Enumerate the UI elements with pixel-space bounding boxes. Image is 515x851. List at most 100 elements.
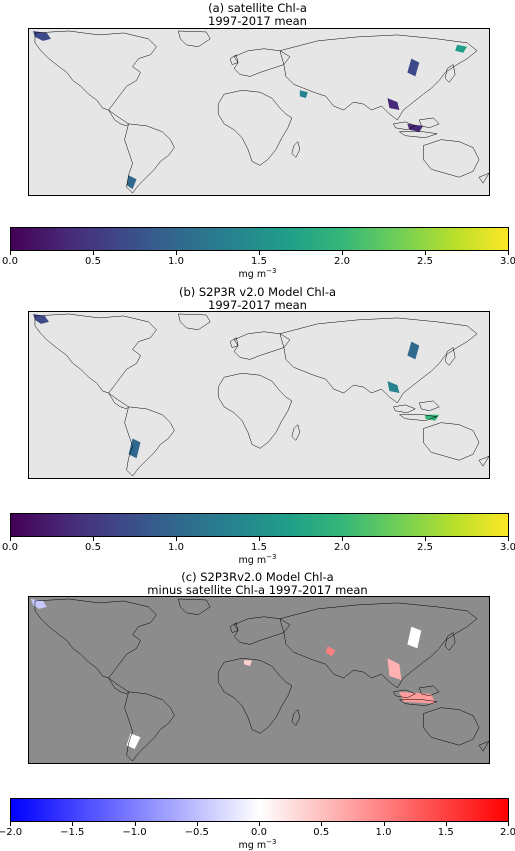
coastline (279, 317, 478, 404)
chl-data-patch (407, 58, 420, 77)
colorbar-tick-label: 2.5 (417, 542, 433, 553)
panel-a-colorbar-unit: mg m−3 (238, 267, 277, 281)
colorbar-tick (508, 822, 509, 826)
panel-c-colorbar (10, 798, 509, 822)
colorbar-tick-label: −0.5 (184, 827, 209, 838)
world-map (29, 597, 489, 763)
chl-data-patch (244, 660, 253, 667)
coastline (124, 123, 175, 194)
chl-data-patch (299, 90, 308, 99)
chl-data-patch (387, 381, 400, 394)
coastline (418, 685, 440, 697)
colorbar-tick-label: −1.5 (60, 827, 85, 838)
colorbar-tick (10, 822, 11, 826)
chl-data-patch (325, 646, 336, 657)
coastline (393, 404, 416, 414)
panel-b-colorbar (10, 513, 509, 537)
chl-data-patch (407, 123, 424, 132)
coastline (478, 172, 489, 184)
colorbar-tick-label: 1.0 (168, 542, 184, 553)
panel-a-map (28, 28, 490, 196)
coastline (217, 658, 293, 734)
colorbar-tick (196, 822, 198, 826)
colorbar-tick-label: 2.5 (417, 256, 433, 267)
coastline (178, 313, 211, 331)
coastline (478, 455, 489, 467)
chl-data-patch (407, 626, 422, 649)
coastline (393, 121, 416, 131)
panel-b-title: (b) S2P3R v2.0 Model Chl-a 1997-2017 mea… (178, 285, 337, 312)
colorbar-tick (321, 822, 323, 826)
coastline (108, 677, 129, 695)
colorbar-tick-label: 1.5 (251, 256, 267, 267)
coastline (423, 707, 480, 746)
coastline (444, 64, 456, 83)
colorbar-tick-label: −2.0 (0, 827, 23, 838)
coastline (233, 616, 291, 645)
colorbar-tick (176, 251, 177, 255)
colorbar-tick-label: 1.0 (375, 827, 392, 838)
panel-b-colorbar-unit: mg m−3 (238, 553, 277, 567)
colorbar-tick (72, 822, 74, 826)
colorbar-tick-label: 1.5 (251, 542, 267, 553)
coastline (34, 30, 157, 111)
chl-data-patch (32, 30, 51, 41)
coastline (398, 699, 438, 706)
colorbar-tick-label: 0.5 (85, 542, 101, 553)
colorbar-tick (93, 251, 94, 255)
coastline (418, 117, 440, 129)
panel-c-map (28, 596, 490, 764)
chl-data-patch (455, 44, 468, 53)
coastline (291, 424, 301, 441)
panel-a-colorbar (10, 227, 509, 251)
coastline (34, 313, 157, 394)
colorbar-tick (508, 537, 509, 541)
panel-b-colorbar-ticks: 0.0 0.5 1.0 1.5 2.0 2.5 3.0 (2, 537, 515, 561)
chl-data-patch (32, 313, 49, 324)
coastline (124, 691, 175, 762)
coastline (229, 337, 239, 348)
colorbar-tick (425, 251, 426, 255)
coastline (124, 406, 175, 477)
colorbar-tick-label: 0.0 (2, 256, 18, 267)
colorbar-tick-label: 3.0 (500, 542, 515, 553)
colorbar-tick-label: 1.0 (168, 256, 184, 267)
world-map (29, 312, 489, 478)
colorbar-tick (508, 251, 509, 255)
coastline (398, 131, 438, 138)
chl-data-patch (425, 414, 440, 421)
coastline (229, 622, 239, 633)
colorbar-tick (425, 537, 426, 541)
ocean-background (29, 312, 489, 478)
coastline (178, 30, 211, 48)
colorbar-tick (259, 537, 260, 541)
colorbar-tick (259, 251, 260, 255)
coastline (279, 34, 478, 121)
colorbar-tick (342, 251, 343, 255)
panel-b-map (28, 311, 490, 479)
colorbar-tick (93, 537, 94, 541)
coastline (217, 373, 293, 449)
coastline (229, 54, 239, 65)
colorbar-tick (10, 251, 11, 255)
coastline (291, 141, 301, 158)
panel-c-colorbar-ticks: −2.0 −1.5 −1.0 −0.5 0.0 0.5 1.0 1.5 2.0 (0, 822, 515, 846)
chl-data-patch (387, 658, 402, 680)
ocean-background (29, 597, 489, 763)
coastline (217, 90, 293, 166)
colorbar-tick (176, 537, 177, 541)
colorbar-tick (383, 822, 385, 826)
panel-c-title: (c) S2P3Rv2.0 Model Chl-a minus satellit… (147, 570, 368, 597)
coastline (444, 347, 456, 366)
colorbar-tick-label: 3.0 (500, 256, 515, 267)
panel-c-colorbar-unit: mg m−3 (238, 838, 277, 851)
chl-data-patch (126, 175, 137, 190)
chl-data-patch (126, 733, 141, 750)
ocean-background (29, 29, 489, 195)
coastline (279, 602, 478, 689)
panel-a-colorbar-ticks: 0.0 0.5 1.0 1.5 2.0 2.5 3.0 (2, 251, 515, 275)
coastline (108, 109, 129, 127)
colorbar-tick-label: 2.0 (500, 827, 515, 838)
colorbar-tick (445, 822, 447, 826)
colorbar-tick-label: 0.5 (85, 256, 101, 267)
